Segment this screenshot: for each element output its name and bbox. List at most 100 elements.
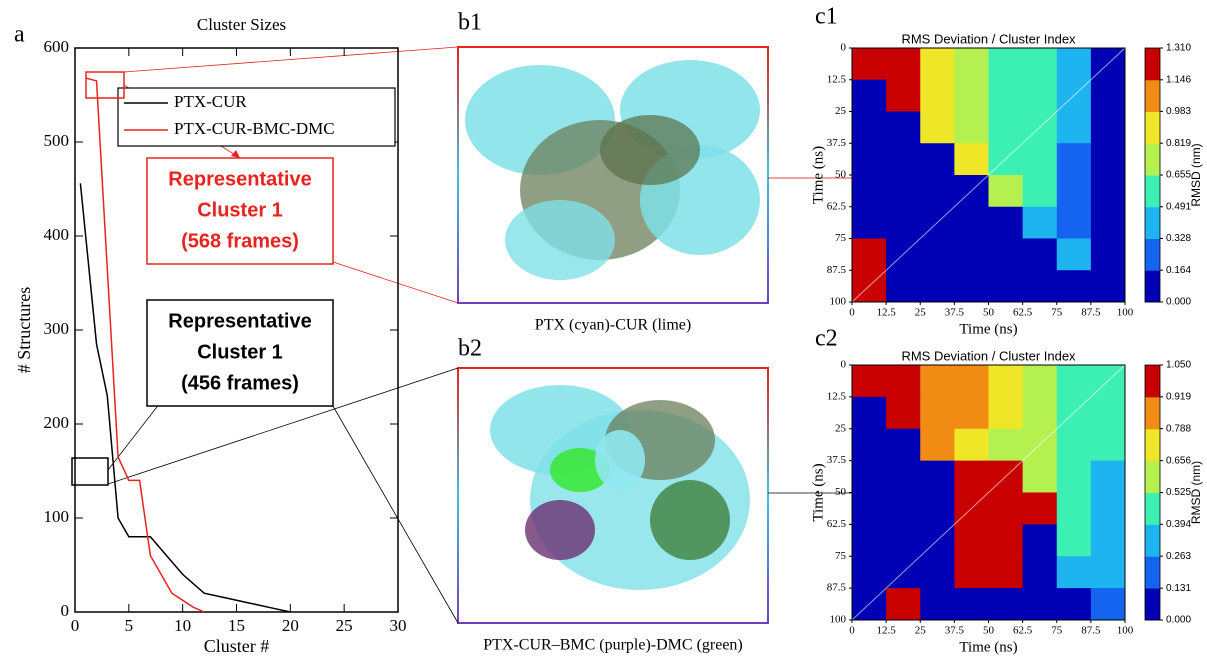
y-axis-label: Time (ns) [810, 463, 826, 521]
diagonal [851, 364, 1126, 621]
x-axis-label: Time (ns) [959, 639, 1017, 655]
x-tick-label: 37.5 [945, 625, 965, 637]
x-tick-label: 62.5 [1013, 307, 1033, 319]
colorbar-band [1145, 492, 1160, 525]
colorbar-tick-label: 0.656 [1166, 455, 1191, 466]
heatmap-cell [920, 365, 955, 398]
colorbar-tick-label: 0.983 [1166, 106, 1191, 117]
y-tick-label: 87.5 [827, 582, 847, 594]
heatmap-cell [920, 175, 955, 208]
heatmap-cell [954, 588, 989, 621]
heatmap-cell [886, 428, 921, 462]
heatmap-cell [920, 79, 955, 112]
heatmap-cell [1022, 460, 1058, 493]
heatmap-cell [852, 428, 887, 462]
x-tick-label: 87.5 [1081, 625, 1101, 637]
heatmap-cell [1022, 492, 1058, 525]
molecule-image [457, 46, 769, 304]
heatmap-cell [988, 270, 1024, 303]
image-caption: PTX-CUR–BMC (purple)-DMC (green) [483, 637, 743, 654]
heatmap-cell [886, 175, 921, 208]
heatmap-cell [1022, 48, 1058, 81]
heatmap-cell [920, 270, 955, 303]
x-tick-label: 25 [915, 625, 927, 637]
heatmap-cell [1022, 238, 1058, 271]
heatmap-cell [954, 143, 989, 176]
chart-title: Cluster Sizes [197, 15, 286, 34]
heatmap-cell [1090, 524, 1126, 557]
y-tick-label: 25 [835, 105, 847, 117]
x-tick-label: 100 [1117, 625, 1134, 637]
heatmap-cell [954, 270, 989, 303]
heatmap-cell [852, 206, 887, 239]
heatmap-cell [852, 111, 887, 144]
heatmap-cell [920, 143, 955, 176]
y-axis-label: Time (ns) [810, 146, 826, 204]
heatmap-cell [954, 524, 989, 557]
heatmap-cell [954, 238, 989, 271]
colorbar-band [1145, 428, 1160, 462]
heatmap-cell [1056, 48, 1092, 81]
colorbar-tick-label: 0.655 [1166, 170, 1191, 181]
annotation-text: Cluster 1 [197, 341, 283, 363]
heatmap-cell [920, 428, 955, 462]
colorbar-tick-label: 0.788 [1166, 423, 1191, 434]
legend-label: PTX-CUR-BMC-DMC [174, 119, 335, 138]
heatmap-cell [852, 48, 887, 81]
heatmap-cell [1090, 270, 1126, 303]
heatmap-cell [852, 238, 887, 271]
heatmap-cell [988, 111, 1024, 144]
heatmap-cell [920, 588, 955, 621]
colorbar-band [1145, 524, 1160, 557]
heatmap-cell [852, 524, 887, 557]
heatmap-cell [1022, 396, 1058, 430]
heatmap-cell [886, 588, 921, 621]
heatmap-cell [954, 428, 989, 462]
x-tick-label: 50 [983, 625, 995, 637]
colorbar-band [1145, 238, 1160, 271]
heatmap-cell [1056, 238, 1092, 271]
y-tick-label: 300 [44, 319, 70, 338]
heatmap-cell [1090, 428, 1126, 462]
x-tick-label: 75 [1051, 625, 1063, 637]
panel-label: c2 [815, 326, 838, 352]
y-tick-label: 200 [44, 413, 70, 432]
y-tick-label: 87.5 [827, 264, 847, 276]
panel-label: b1 [458, 10, 482, 36]
annotation-text: Representative [168, 168, 311, 190]
heatmap-cell [954, 111, 989, 144]
colorbar-band [1145, 460, 1160, 493]
heatmap-cell [1056, 206, 1092, 239]
annotation-text: (456 frames) [181, 372, 299, 394]
y-tick-label: 400 [44, 225, 70, 244]
colorbar-tick-label: 0.819 [1166, 138, 1191, 149]
x-tick-label: 37.5 [945, 307, 965, 319]
y-tick-label: 62.5 [827, 200, 847, 212]
heatmap-cell [920, 48, 955, 81]
heatmap-cell [920, 396, 955, 430]
heatmap-cell [988, 175, 1024, 208]
heatmap-cell [988, 492, 1024, 525]
annotation-box [146, 157, 334, 265]
heatmap-cell [954, 365, 989, 398]
heatmap-cell [1056, 143, 1092, 176]
heatmap-cell [954, 48, 989, 81]
x-tick-label: 5 [125, 616, 134, 635]
heatmap-cell [988, 556, 1024, 589]
y-tick-label: 37.5 [827, 137, 847, 149]
y-tick-label: 75 [835, 550, 847, 562]
colorbar-tick-label: 0.000 [1166, 615, 1191, 626]
x-tick-label: 30 [390, 616, 407, 635]
colorbar-tick-label: 0.263 [1166, 551, 1191, 562]
colorbar-band [1145, 206, 1160, 239]
colorbar-tick-label: 1.310 [1166, 43, 1191, 54]
x-tick-label: 100 [1117, 307, 1134, 319]
colorbar-tick-label: 1.146 [1166, 74, 1191, 85]
colorbar-band [1145, 143, 1160, 176]
heatmap-cell [1090, 79, 1126, 112]
x-tick-label: 62.5 [1013, 625, 1033, 637]
x-tick-label: 25 [336, 616, 353, 635]
heatmap-cell [886, 143, 921, 176]
heatmap-cell [852, 143, 887, 176]
